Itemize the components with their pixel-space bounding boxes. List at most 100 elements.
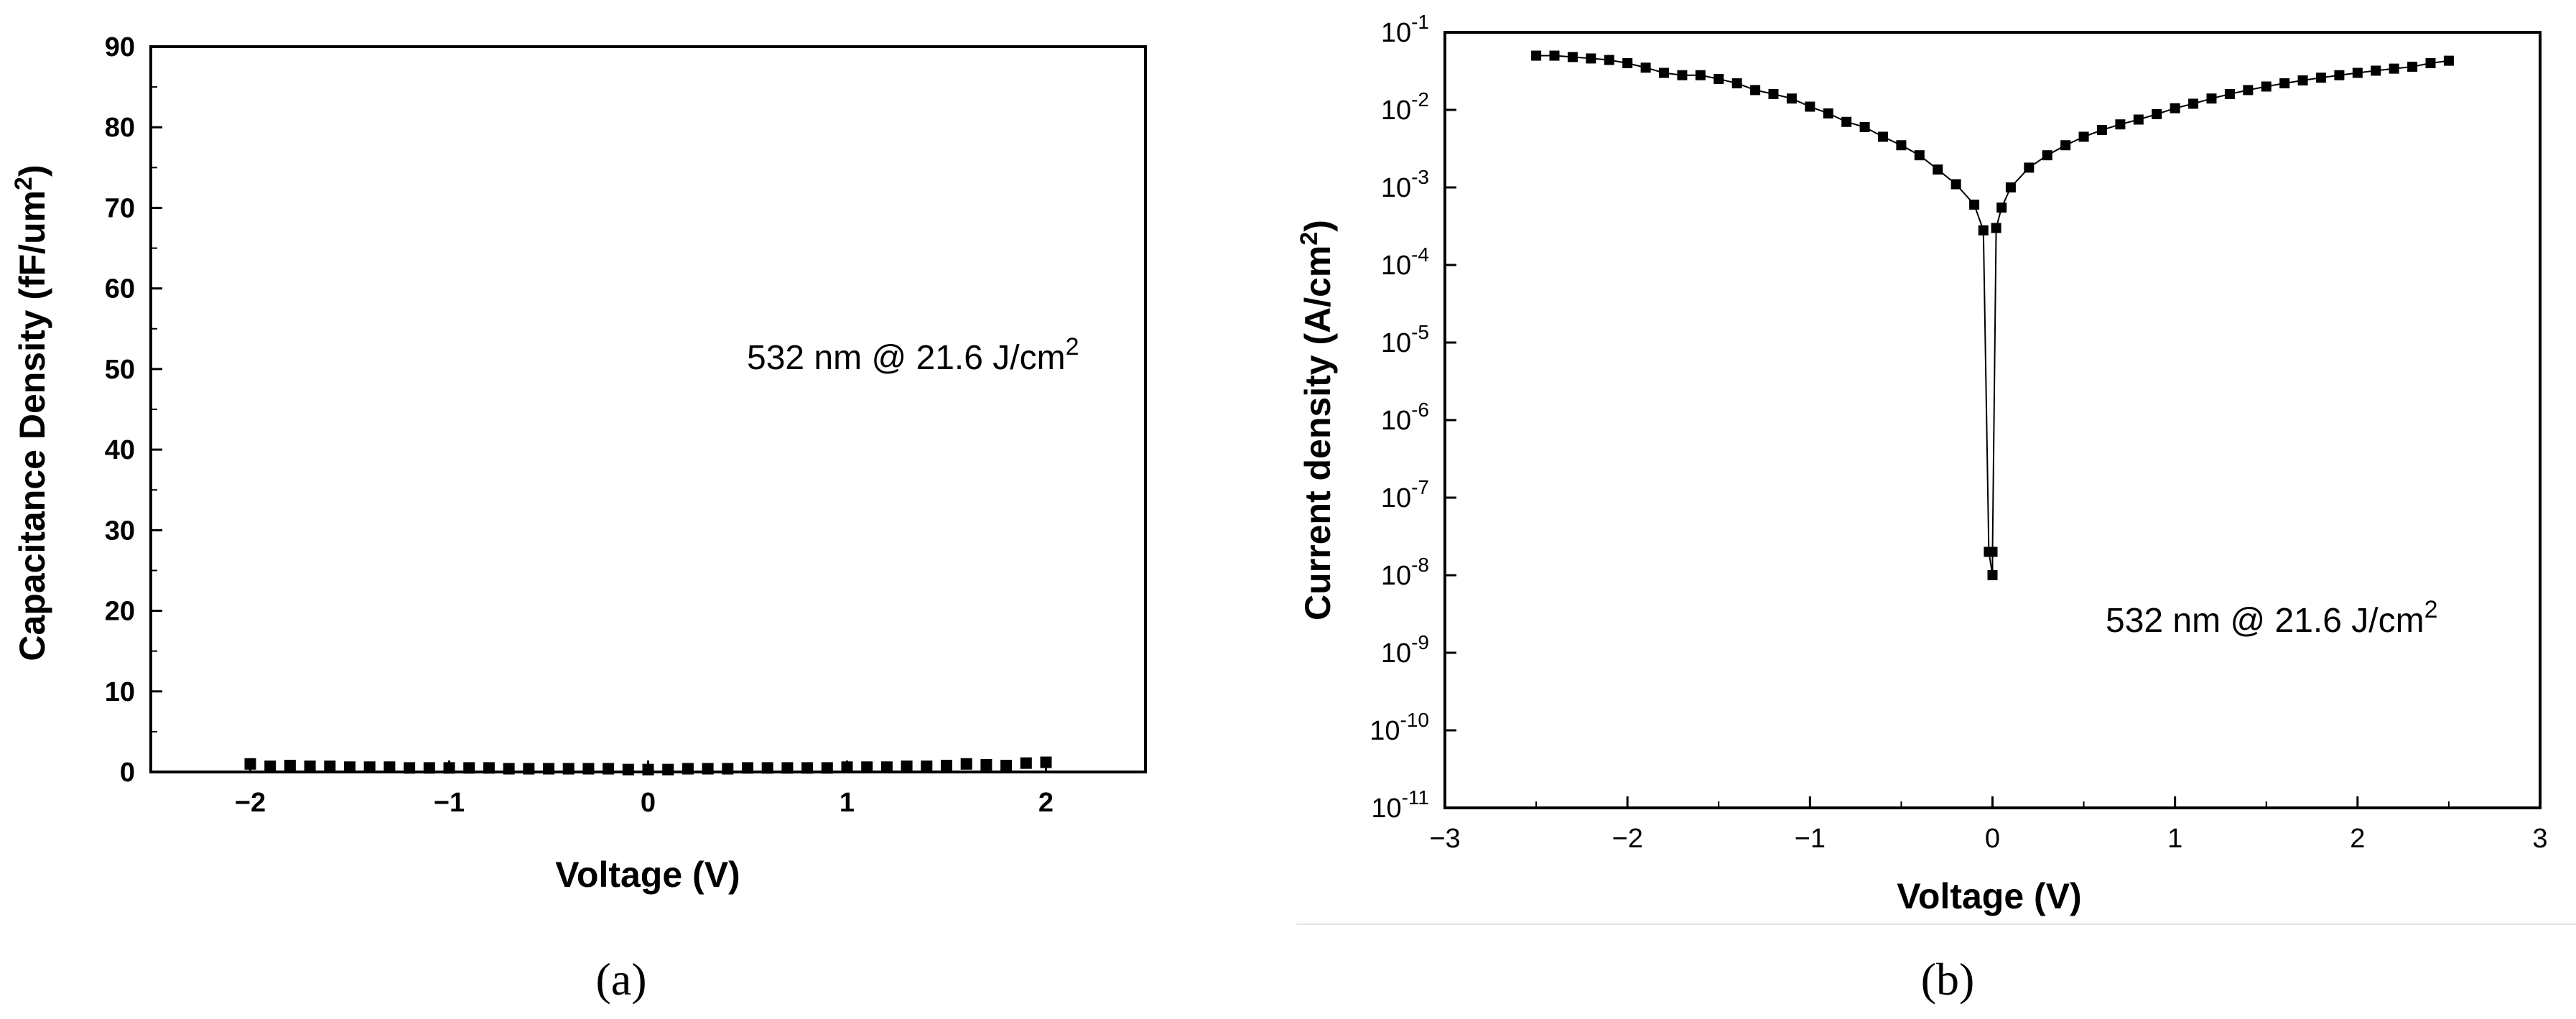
panel-b-data-point: [1531, 50, 1542, 61]
panel-b-data-point: [1969, 199, 1980, 210]
panel-b-data-point: [2389, 63, 2399, 74]
panel-b-data-point: [1549, 50, 1560, 61]
panel-b-data-point: [2097, 125, 2107, 136]
panel-a-data-point: [603, 763, 615, 775]
panel-a-data-point: [483, 762, 495, 774]
panel-b-data-point: [2443, 55, 2454, 66]
panel-a-data-point: [582, 763, 595, 775]
panel-b-data-point: [2316, 73, 2326, 83]
panel-b-data-point: [2297, 75, 2308, 85]
panel-b-data-point: [2352, 68, 2363, 78]
panel-a-y-tick-label: 80: [105, 113, 135, 143]
panel-b-data-point: [1714, 74, 1724, 85]
panel-b-plot-frame: [1443, 31, 2542, 809]
panel-a-data-point: [244, 758, 256, 770]
panel-a-data-point: [463, 762, 475, 774]
panel-a-data-point: [503, 763, 515, 775]
panel-b-data-point: [1731, 78, 1742, 89]
panel-b-y-tick-label: 10-6: [1381, 399, 1429, 436]
panel-a-x-tick-label: 2: [1038, 788, 1054, 818]
panel-b-data-points: [1531, 50, 2454, 580]
panel-b-data-point: [1750, 85, 1761, 96]
panel-b-data-point: [1991, 223, 2001, 233]
panel-b-data-point: [2261, 81, 2272, 92]
panel-b-x-tick-label: 0: [1985, 824, 2000, 854]
panel-b-y-ticks: 10-1 10-2 10-3 10-4 10-5 10-6 10-7 10-8 10-9 10-1…: [1370, 11, 1456, 824]
panel-b-y-tick-label: 10-11: [1371, 786, 1429, 824]
panel-a-data-point: [960, 758, 972, 770]
panel-b-data-point: [1859, 121, 1870, 132]
panel-b-data-point: [2334, 70, 2345, 80]
panel-b-x-tick-label: −1: [1795, 824, 1826, 854]
panel-b-data-point: [1823, 108, 1833, 118]
panel-a-data-point: [980, 758, 992, 771]
panel-b-data-point: [2024, 162, 2035, 173]
panel-a-y-axis-label: Capacitance Density (fF/um2): [10, 164, 52, 661]
panel-a-data-point: [901, 760, 913, 773]
panel-a-data-point: [284, 760, 296, 772]
panel-a-capacitance-chart: 0 10 20 30 40 50 60 70 80 90 −2 −1 0 1 2 Capacitance …: [10, 32, 1147, 1005]
panel-b-data-point: [1896, 140, 1907, 151]
panel-b-data-point: [2224, 88, 2235, 99]
panel-b-y-tick-label: 10-9: [1381, 631, 1429, 669]
panel-b-data-point: [1841, 116, 1852, 127]
panel-b-data-point: [1987, 546, 1998, 557]
panel-a-data-point: [264, 760, 276, 773]
panel-a-data-point: [742, 762, 753, 774]
panel-b-current-density-chart: 10-1 10-2 10-3 10-4 10-5 10-6 10-7 10-8 10-9 10-1…: [1296, 11, 2548, 1005]
panel-b-data-point: [1768, 88, 1779, 99]
panel-b-y-tick-label: 10-7: [1381, 476, 1429, 513]
panel-b-data-point: [1996, 203, 2007, 213]
panel-a-data-point: [662, 763, 674, 776]
panel-b-x-tick-label: −3: [1429, 824, 1460, 854]
panel-a-data-points: [244, 756, 1052, 776]
panel-a-x-tick-label: −1: [434, 788, 465, 818]
panel-a-data-point: [443, 762, 455, 774]
panel-a-y-tick-label: 70: [105, 193, 135, 223]
panel-b-data-point: [1604, 55, 1614, 65]
panel-b-data-point: [1950, 179, 1961, 190]
panel-b-data-point: [2243, 85, 2254, 96]
panel-a-data-point: [921, 760, 933, 773]
panel-a-data-point: [324, 760, 336, 773]
panel-b-data-point: [2060, 140, 2071, 151]
panel-a-data-point: [562, 763, 575, 775]
panel-a-data-point: [423, 762, 435, 774]
panel-a-data-point: [861, 761, 873, 773]
panel-a-data-point: [383, 761, 396, 773]
panel-b-y-tick-label: 10-5: [1381, 321, 1429, 358]
panel-b-data-point: [2188, 98, 2199, 109]
panel-b-data-point: [1914, 150, 1925, 161]
panel-b-x-tick-label: 3: [2532, 824, 2547, 854]
panel-b-data-point: [1640, 62, 1651, 73]
panel-a-y-tick-label: 0: [120, 758, 135, 788]
panel-a-x-ticks: −2 −1 0 1 2: [150, 760, 1146, 818]
panel-a-data-point: [880, 761, 893, 773]
panel-b-data-point: [1567, 52, 1578, 62]
panel-b-data-point: [1695, 70, 1706, 80]
panel-b-data-point: [2279, 78, 2290, 89]
panel-a-x-axis-label: Voltage (V): [555, 855, 740, 895]
panel-b-y-tick-label: 10-10: [1370, 709, 1429, 746]
panel-a-data-point: [523, 763, 535, 775]
panel-b-data-point: [1987, 570, 1998, 580]
panel-b-x-axis-label: Voltage (V): [1897, 876, 2081, 916]
panel-a-data-point: [841, 761, 853, 773]
panel-b-data-point: [1586, 53, 1596, 64]
panel-a-data-point: [344, 761, 355, 773]
panel-a-data-point: [1040, 756, 1052, 768]
panel-b-data-point: [2371, 65, 2381, 76]
panel-a-x-tick-label: 0: [641, 788, 656, 818]
panel-b-data-point: [1933, 164, 1943, 175]
panel-a-caption: (a): [595, 954, 646, 1005]
panel-b-data-point: [1677, 70, 1688, 80]
panel-b-annotation: 532 nm @ 21.6 J/cm2: [2106, 596, 2438, 640]
panel-a-data-point: [702, 763, 714, 775]
panel-b-data-point: [1786, 93, 1797, 104]
panel-a-y-tick-label: 20: [105, 597, 135, 627]
panel-b-x-tick-label: 2: [2350, 824, 2365, 854]
panel-a-data-point: [941, 760, 952, 772]
panel-b-y-axis-label: Current density (A/cm2): [1296, 220, 1338, 620]
panel-a-data-point: [543, 763, 554, 775]
